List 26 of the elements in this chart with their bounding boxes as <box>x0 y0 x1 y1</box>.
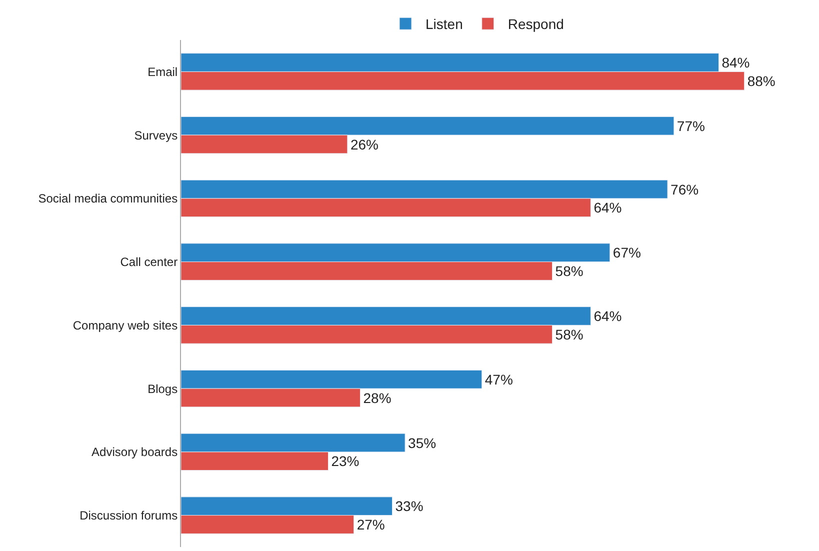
data-label: 88% <box>747 72 776 89</box>
y-tick-label: Blogs <box>148 382 178 396</box>
data-label: 58% <box>555 263 584 279</box>
y-tick-label: Advisory boards <box>92 445 178 460</box>
y-tick-label: Social media communities <box>38 192 178 206</box>
data-label: 77% <box>676 118 705 134</box>
legend-label: Respond <box>508 16 564 32</box>
data-label: 84% <box>722 54 750 70</box>
legend-label: Listen <box>426 16 463 32</box>
y-tick-label: Company web sites <box>72 318 178 332</box>
y-tick-label: Email <box>148 64 178 79</box>
data-label: 47% <box>484 371 513 388</box>
data-label: 28% <box>363 390 392 406</box>
data-label: 26% <box>350 136 378 152</box>
y-tick-label: Call center <box>120 255 178 270</box>
y-tick-label: Surveys <box>134 128 178 142</box>
data-label: 33% <box>395 498 424 514</box>
data-label: 23% <box>331 453 360 470</box>
data-label: 64% <box>594 308 622 324</box>
data-label: 27% <box>356 516 385 532</box>
y-tick-label: Discussion forums <box>80 508 178 523</box>
data-label: 35% <box>408 434 436 451</box>
data-label: 67% <box>612 244 641 261</box>
data-label: 64% <box>594 200 622 216</box>
data-label: 58% <box>555 326 584 342</box>
data-label: 76% <box>670 181 699 198</box>
